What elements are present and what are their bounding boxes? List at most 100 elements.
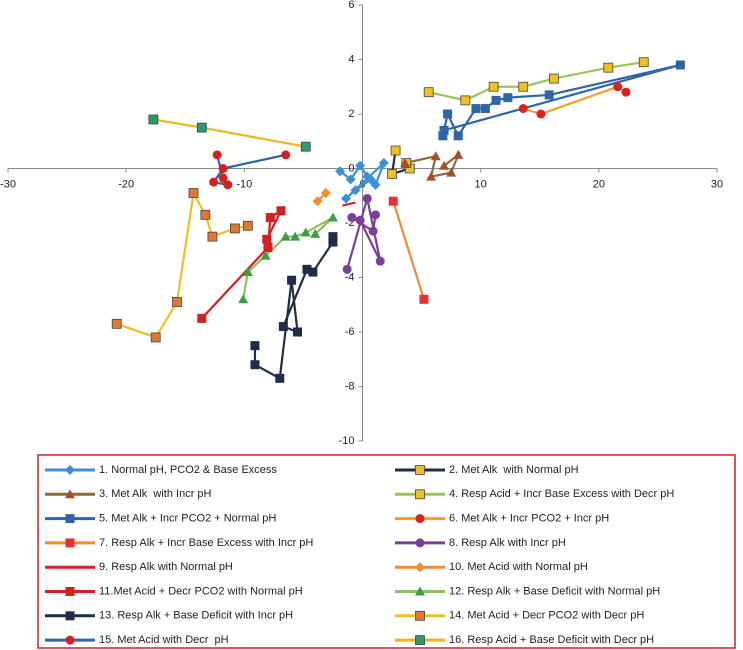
data-point (443, 109, 453, 119)
data-point (549, 73, 559, 84)
series-line (153, 118, 306, 148)
y-tick-label: 6 (348, 0, 354, 11)
data-point (503, 93, 513, 103)
data-point (242, 267, 253, 277)
data-point (300, 227, 311, 237)
data-point (218, 173, 228, 183)
data-point (197, 313, 207, 323)
data-point (370, 210, 380, 220)
data-point (328, 237, 338, 247)
data-point (209, 177, 219, 187)
data-point (287, 275, 297, 285)
data-point (172, 297, 182, 307)
data-point (638, 57, 649, 68)
legend-label: 6. Met Alk + Incr PCO2 + Incr pH (449, 513, 609, 525)
data-point (281, 150, 291, 160)
data-point (419, 294, 429, 304)
data-point (250, 360, 260, 370)
x-tick-label: 20 (593, 178, 605, 190)
data-point (328, 232, 338, 242)
data-point (212, 150, 222, 160)
series-line (392, 200, 425, 300)
data-point (621, 87, 631, 97)
data-point (290, 231, 301, 241)
legend-label: 12. Resp Alk + Base Deficit with Normal … (449, 585, 660, 597)
x-tick-label: -20 (118, 178, 134, 190)
data-point (262, 234, 272, 244)
series-line (253, 236, 335, 381)
legend-label: 7. Resp Alk + Incr Base Excess with Incr… (99, 537, 313, 549)
series-line (342, 201, 356, 207)
data-point (453, 131, 463, 141)
data-point (375, 256, 385, 266)
y-tick-label: 0 (348, 162, 354, 174)
data-point (340, 193, 351, 204)
data-point (387, 169, 397, 179)
data-point (223, 180, 233, 190)
data-point (362, 193, 372, 203)
series-line (116, 189, 249, 339)
y-tick-label: -10 (339, 435, 355, 447)
data-point (350, 185, 361, 196)
data-point (308, 267, 318, 277)
legend-marker (65, 465, 75, 475)
y-tick-label: -8 (345, 380, 355, 392)
data-point (342, 264, 352, 274)
data-point (438, 131, 448, 141)
data-point (300, 141, 311, 152)
x-tick-label: -10 (236, 178, 252, 190)
data-point (347, 213, 357, 223)
legend-label: 2. Met Alk with Normal pH (449, 464, 579, 476)
data-point (320, 188, 331, 199)
legend-label: 15. Met Acid with Decr pH (99, 634, 229, 646)
legend-marker (415, 610, 425, 621)
data-point (480, 104, 490, 114)
data-point (188, 188, 199, 198)
legend-box (37, 454, 736, 649)
legend-label: 11.Met Acid + Decr PCO2 with Normal pH (99, 585, 303, 597)
data-point (355, 215, 365, 225)
data-point (278, 322, 288, 332)
data-point (518, 81, 529, 92)
legend-label: 16. Resp Acid + Base Deficit with Decr p… (449, 634, 654, 646)
data-point (370, 179, 381, 190)
data-point (242, 220, 253, 231)
legend-marker (415, 489, 425, 500)
data-point (390, 145, 401, 156)
data-point (400, 158, 411, 168)
data-point (275, 373, 285, 383)
legend-marker (65, 635, 75, 645)
data-point (335, 166, 346, 177)
legend-marker (415, 465, 425, 475)
y-tick-label: -4 (345, 271, 355, 283)
series-line (522, 85, 627, 116)
data-point (263, 243, 273, 253)
data-point (491, 95, 501, 105)
data-point (238, 294, 249, 304)
data-point (365, 174, 376, 185)
x-tick-label: 10 (475, 178, 487, 190)
legend-marker (65, 587, 75, 596)
data-point (613, 82, 623, 92)
data-point (200, 209, 211, 220)
data-point (430, 151, 441, 161)
legend-label: 8. Resp Alk with Incr pH (449, 537, 566, 549)
data-point (603, 62, 614, 73)
x-tick-label: -30 (0, 178, 16, 190)
data-point (471, 104, 481, 114)
legend-label: 13. Resp Alk + Base Deficit with Incr pH (99, 610, 293, 622)
data-point (439, 160, 450, 170)
data-point (280, 231, 291, 241)
legend-marker (415, 586, 425, 596)
legend-marker (65, 611, 75, 621)
data-point (675, 60, 685, 70)
data-point (368, 226, 378, 236)
data-point (518, 104, 528, 114)
data-point (544, 90, 554, 100)
x-tick-label: 30 (711, 178, 723, 190)
data-point (260, 250, 271, 260)
data-point (148, 114, 159, 125)
data-point (276, 206, 286, 216)
data-point (488, 81, 499, 92)
series-line (242, 216, 334, 300)
